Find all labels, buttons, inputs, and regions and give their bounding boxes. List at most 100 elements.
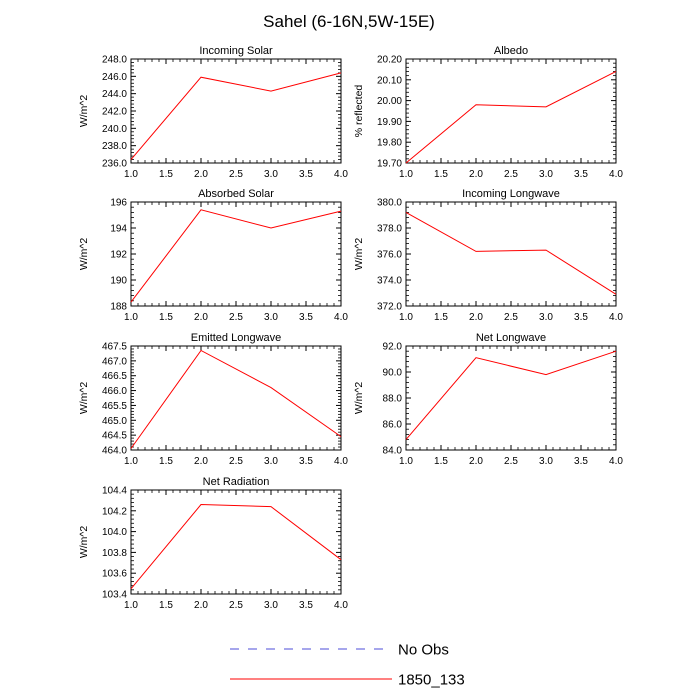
y-axis-label: W/m^2 xyxy=(353,382,365,415)
y-tick-label: 92.0 xyxy=(383,342,403,353)
y-tick-label: 88.0 xyxy=(383,394,403,405)
x-tick-label: 2.0 xyxy=(194,169,208,180)
x-tick-label: 1.5 xyxy=(159,456,173,467)
y-tick-label: 190 xyxy=(110,276,127,287)
panel-incoming-solar: 1.0 1.5 2.0 2.5 3.0 3.5 4.0 236.0 238.0 240.0 242.… xyxy=(78,45,348,180)
x-tick-label: 1.5 xyxy=(159,312,173,323)
x-tick-label: 3.0 xyxy=(264,312,278,323)
series-line xyxy=(406,212,616,294)
panel-title: Absorbed Solar xyxy=(198,188,274,200)
y-tick-label: 238.0 xyxy=(102,141,127,152)
y-tick-label: 372.0 xyxy=(377,302,402,313)
x-tick-label: 2.0 xyxy=(194,600,208,611)
panel-title: Emitted Longwave xyxy=(191,332,282,344)
y-tick-label: 196 xyxy=(110,198,127,209)
x-tick-label: 2.0 xyxy=(194,312,208,323)
x-tick-label: 3.5 xyxy=(574,456,588,467)
panel-absorbed-solar: 1.0 1.5 2.0 2.5 3.0 3.5 4.0 188 190 192 194 196 Abso… xyxy=(78,188,348,323)
x-tick-label: 4.0 xyxy=(334,169,348,180)
plot-frame xyxy=(406,202,616,306)
panel-title: Net Radiation xyxy=(203,476,270,488)
panel-net-radiation: 1.0 1.5 2.0 2.5 3.0 3.5 4.0 103.4 103.6 103.8 104.… xyxy=(78,476,348,611)
x-tick-label: 2.5 xyxy=(229,600,243,611)
y-tick-label: 19.90 xyxy=(377,117,402,128)
x-tick-label: 3.0 xyxy=(264,169,278,180)
y-tick-label: 192 xyxy=(110,250,127,261)
y-tick-label: 466.0 xyxy=(102,386,127,397)
y-tick-label: 465.5 xyxy=(102,401,127,412)
y-axis-label: W/m^2 xyxy=(78,95,90,128)
y-tick-label: 464.5 xyxy=(102,431,127,442)
y-tick-label: 103.6 xyxy=(102,569,127,580)
y-tick-label: 188 xyxy=(110,302,127,313)
x-tick-label: 3.0 xyxy=(539,456,553,467)
y-tick-label: 246.0 xyxy=(102,72,127,83)
y-axis-label: % reflected xyxy=(353,85,365,138)
x-tick-label: 2.0 xyxy=(194,456,208,467)
x-tick-label: 1.5 xyxy=(434,169,448,180)
x-tick-label: 3.0 xyxy=(264,600,278,611)
y-tick-label: 86.0 xyxy=(383,420,403,431)
series-line xyxy=(131,505,341,589)
y-tick-label: 90.0 xyxy=(383,368,403,379)
x-tick-label: 4.0 xyxy=(609,169,623,180)
y-tick-label: 103.4 xyxy=(102,590,127,601)
y-tick-label: 374.0 xyxy=(377,276,402,287)
y-tick-label: 248.0 xyxy=(102,55,127,66)
series-line xyxy=(406,71,616,163)
x-tick-label: 2.0 xyxy=(469,312,483,323)
x-tick-label: 2.5 xyxy=(504,456,518,467)
y-tick-label: 236.0 xyxy=(102,159,127,170)
x-tick-label: 2.5 xyxy=(229,456,243,467)
x-tick-label: 1.0 xyxy=(124,169,138,180)
x-tick-label: 2.5 xyxy=(229,312,243,323)
x-tick-label: 1.0 xyxy=(124,600,138,611)
y-tick-label: 104.0 xyxy=(102,527,127,538)
x-tick-label: 1.0 xyxy=(399,456,413,467)
x-tick-label: 3.5 xyxy=(574,312,588,323)
y-tick-label: 104.2 xyxy=(102,506,127,517)
x-tick-label: 2.5 xyxy=(504,312,518,323)
x-tick-label: 1.0 xyxy=(124,456,138,467)
y-tick-label: 466.5 xyxy=(102,371,127,382)
x-tick-label: 3.5 xyxy=(299,312,313,323)
plot-frame xyxy=(131,59,341,163)
legend-label: No Obs xyxy=(398,642,449,659)
y-tick-label: 20.20 xyxy=(377,55,402,66)
panels: 1.0 1.5 2.0 2.5 3.0 3.5 4.0 236.0 238.0 240.0 242.… xyxy=(78,45,623,611)
y-tick-label: 378.0 xyxy=(377,224,402,235)
y-tick-label: 194 xyxy=(110,224,127,235)
x-tick-label: 2.5 xyxy=(504,169,518,180)
y-tick-label: 380.0 xyxy=(377,198,402,209)
x-tick-label: 1.5 xyxy=(434,456,448,467)
x-tick-label: 1.5 xyxy=(159,169,173,180)
x-tick-label: 4.0 xyxy=(334,600,348,611)
x-tick-label: 2.5 xyxy=(229,169,243,180)
y-tick-label: 19.80 xyxy=(377,138,402,149)
panel-title: Incoming Longwave xyxy=(462,188,560,200)
x-tick-label: 3.0 xyxy=(539,169,553,180)
x-tick-label: 4.0 xyxy=(609,456,623,467)
y-tick-label: 465.0 xyxy=(102,416,127,427)
figure-title: Sahel (6-16N,5W-15E) xyxy=(263,12,435,31)
x-tick-label: 3.5 xyxy=(299,456,313,467)
x-tick-label: 4.0 xyxy=(334,312,348,323)
plot-frame xyxy=(406,59,616,163)
y-tick-label: 464.0 xyxy=(102,446,127,457)
panel-title: Albedo xyxy=(494,45,528,57)
x-tick-label: 1.5 xyxy=(434,312,448,323)
plot-frame xyxy=(131,346,341,450)
y-tick-label: 19.70 xyxy=(377,159,402,170)
x-tick-label: 1.5 xyxy=(159,600,173,611)
legend-label: 1850_133 xyxy=(398,672,465,689)
y-tick-label: 84.0 xyxy=(383,446,403,457)
panel-title: Net Longwave xyxy=(476,332,546,344)
x-tick-label: 3.5 xyxy=(299,600,313,611)
legend-item: No Obs xyxy=(230,642,449,659)
x-tick-label: 3.5 xyxy=(574,169,588,180)
x-tick-label: 4.0 xyxy=(334,456,348,467)
y-tick-label: 467.0 xyxy=(102,356,127,367)
panel-incoming-longwave: 1.0 1.5 2.0 2.5 3.0 3.5 4.0 372.0 374.0 376.0 378.… xyxy=(353,188,623,323)
x-tick-label: 4.0 xyxy=(609,312,623,323)
x-tick-label: 3.0 xyxy=(539,312,553,323)
